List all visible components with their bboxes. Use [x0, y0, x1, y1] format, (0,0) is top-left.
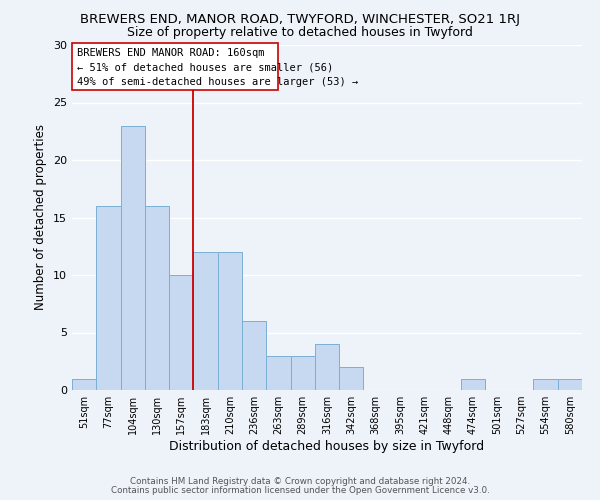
Bar: [315, 344, 339, 390]
Bar: [121, 126, 145, 390]
Text: Size of property relative to detached houses in Twyford: Size of property relative to detached ho…: [127, 26, 473, 39]
Bar: [290, 356, 315, 390]
Bar: [169, 275, 193, 390]
Y-axis label: Number of detached properties: Number of detached properties: [34, 124, 47, 310]
Bar: [461, 378, 485, 390]
Bar: [339, 367, 364, 390]
Text: BREWERS END MANOR ROAD: 160sqm: BREWERS END MANOR ROAD: 160sqm: [77, 48, 265, 58]
Bar: [242, 321, 266, 390]
FancyBboxPatch shape: [72, 42, 278, 90]
Bar: [266, 356, 290, 390]
Bar: [218, 252, 242, 390]
Text: 49% of semi-detached houses are larger (53) →: 49% of semi-detached houses are larger (…: [77, 77, 358, 87]
Text: Contains HM Land Registry data © Crown copyright and database right 2024.: Contains HM Land Registry data © Crown c…: [130, 477, 470, 486]
Bar: [533, 378, 558, 390]
Text: BREWERS END, MANOR ROAD, TWYFORD, WINCHESTER, SO21 1RJ: BREWERS END, MANOR ROAD, TWYFORD, WINCHE…: [80, 12, 520, 26]
Bar: [145, 206, 169, 390]
Bar: [193, 252, 218, 390]
X-axis label: Distribution of detached houses by size in Twyford: Distribution of detached houses by size …: [169, 440, 485, 453]
Bar: [558, 378, 582, 390]
Bar: [96, 206, 121, 390]
Text: Contains public sector information licensed under the Open Government Licence v3: Contains public sector information licen…: [110, 486, 490, 495]
Bar: [72, 378, 96, 390]
Text: ← 51% of detached houses are smaller (56): ← 51% of detached houses are smaller (56…: [77, 62, 333, 72]
